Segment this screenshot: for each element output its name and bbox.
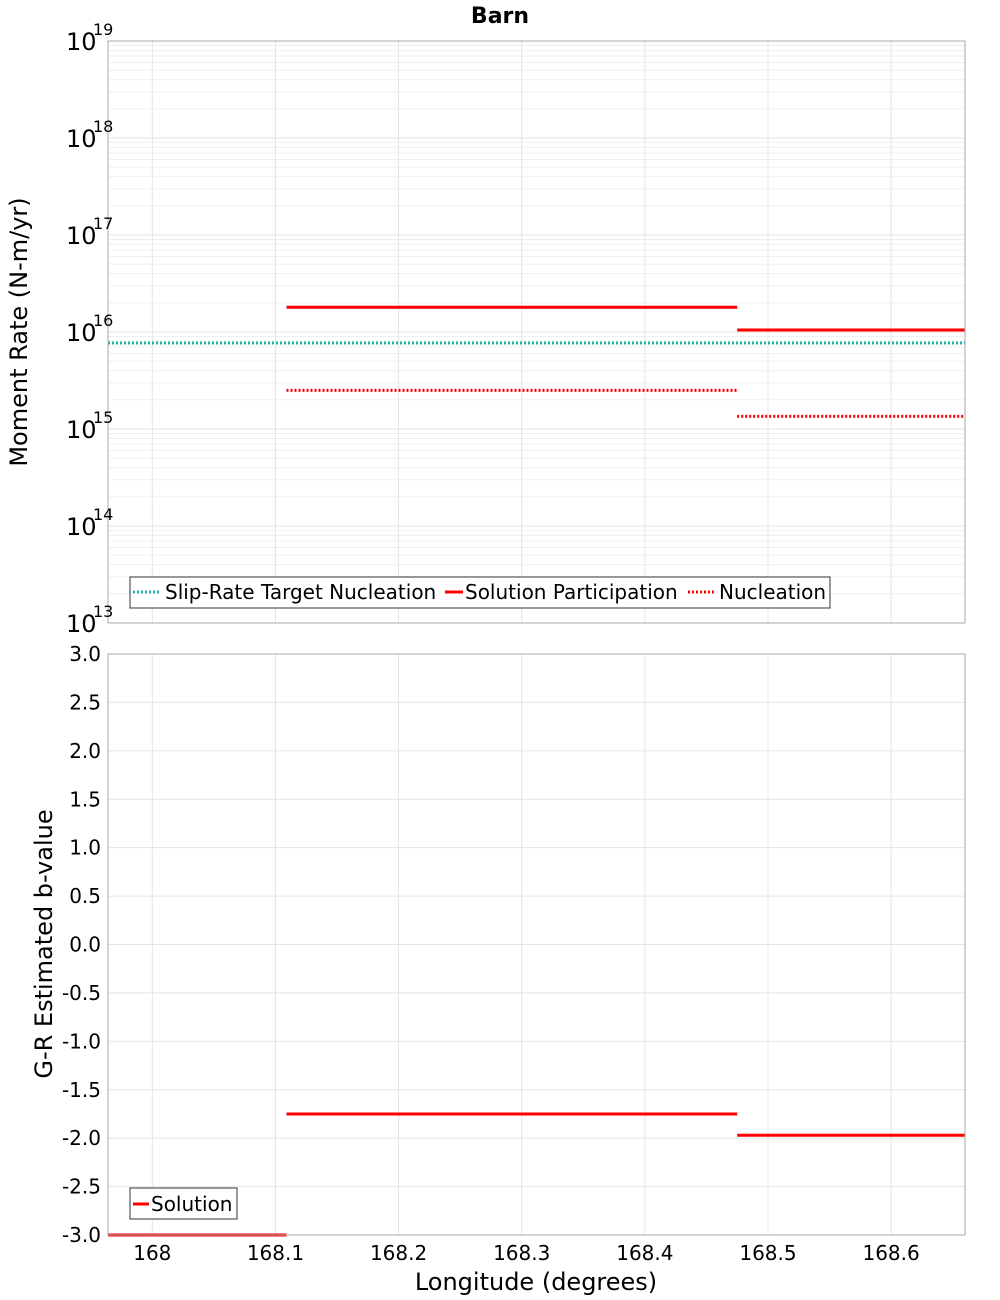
moment-y-tick-exponent: 15 (93, 408, 113, 427)
legend-label-participation: Solution Participation (465, 580, 678, 604)
x-tick-label: 168.3 (493, 1241, 550, 1265)
x-ticks: 168 168.1 168.2 168.3 168.4 168.5 168.6 (133, 1241, 920, 1265)
b-value-y-tick-label: 2.5 (69, 690, 101, 714)
b-value-legend: Solution (129, 1187, 238, 1220)
moment-y-tick-exponent: 14 (93, 505, 113, 524)
b-value-y-tick-label: 3.0 (69, 642, 101, 666)
b-value-y-tick-label: 1.0 (69, 836, 101, 860)
moment-y-tick-exponent: 19 (93, 20, 113, 39)
legend-label-solution: Solution (151, 1192, 232, 1216)
b-value-y-tick-label: 1.5 (69, 787, 101, 811)
x-tick-label: 168.4 (616, 1241, 673, 1265)
b-value-y-tick-label: -2.0 (62, 1126, 101, 1150)
b-value-y-tick-label: -0.5 (62, 981, 101, 1005)
moment-y-tick-label: 10 (66, 513, 97, 541)
b-value-y-tick-label: 0.0 (69, 933, 101, 957)
b-value-y-tick-label: -1.5 (62, 1078, 101, 1102)
moment-y-tick-label: 10 (66, 28, 97, 56)
b-value-y-tick-label: 0.5 (69, 884, 101, 908)
b-value-plot-frame (107, 653, 966, 1236)
moment-series (108, 305, 965, 418)
b-value-y-tick-label: 2.0 (69, 739, 101, 763)
b-value-y-tick-label: -1.0 (62, 1029, 101, 1053)
moment-y-tick-label: 10 (66, 319, 97, 347)
moment-y-axis-label: Moment Rate (N-m/yr) (5, 197, 33, 466)
x-tick-label: 168.6 (862, 1241, 919, 1265)
moment-y-tick-exponent: 13 (93, 602, 113, 621)
moment-y-tick-exponent: 17 (93, 214, 113, 233)
x-axis-label: Longitude (degrees) (415, 1268, 657, 1296)
x-tick-label: 168.2 (370, 1241, 427, 1265)
b-value-y-axis-label: G-R Estimated b-value (30, 809, 58, 1078)
legend-label-nucleation: Nucleation (719, 580, 826, 604)
legend-label-target: Slip-Rate Target Nucleation (165, 580, 436, 604)
moment-plot-frame (107, 40, 966, 624)
moment-grid (108, 40, 965, 624)
b-value-y-ticks: 3.0 2.5 2.0 1.5 1.0 0.5 0.0 -0.5 -1.0 -1.5 -2.0 -2.… (62, 642, 101, 1247)
b-value-panel: 3.0 2.5 2.0 1.5 1.0 0.5 0.0 -0.5 -1.0 -1.5 -2.0 -2.… (30, 642, 966, 1296)
b-value-y-tick-label: -3.0 (62, 1223, 101, 1247)
moment-legend: Slip-Rate Target Nucleation Solution Par… (129, 576, 831, 609)
x-tick-label: 168 (133, 1241, 171, 1265)
moment-y-tick-label: 10 (66, 610, 97, 638)
moment-y-tick-exponent: 16 (93, 311, 113, 330)
moment-y-tick-label: 10 (66, 416, 97, 444)
moment-y-tick-label: 10 (66, 125, 97, 153)
chart-title: Barn (471, 4, 529, 29)
x-tick-label: 168.1 (247, 1241, 304, 1265)
x-tick-label: 168.5 (739, 1241, 796, 1265)
b-value-y-tick-label: -2.5 (62, 1175, 101, 1199)
moment-y-tick-exponent: 18 (93, 117, 113, 136)
moment-y-tick-label: 10 (66, 222, 97, 250)
